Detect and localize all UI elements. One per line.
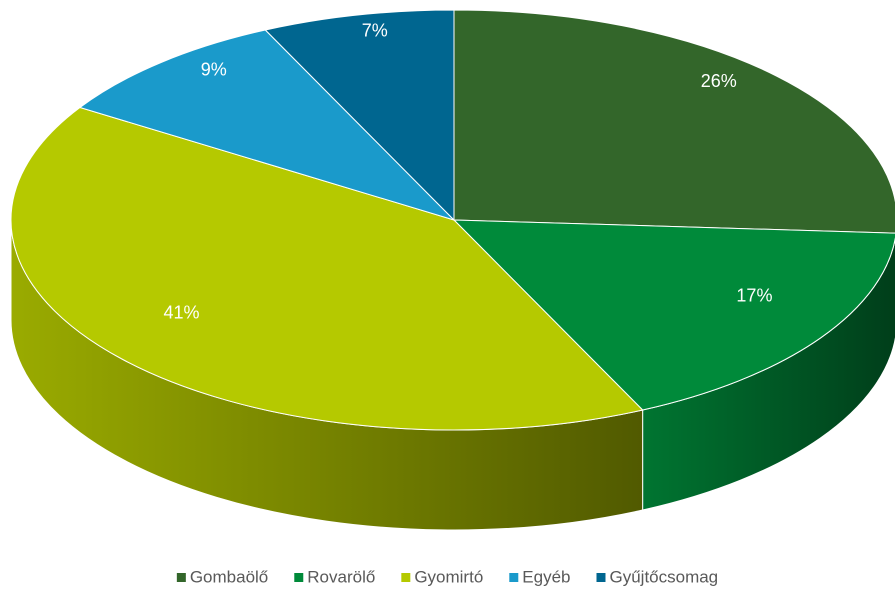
legend-swatch <box>294 573 304 582</box>
data-label: 17% <box>736 286 772 306</box>
legend-label: Egyéb <box>522 567 570 586</box>
legend-label: Rovarölő <box>307 567 375 586</box>
legend-swatch <box>401 573 411 582</box>
data-label: 26% <box>701 71 737 91</box>
legend-swatch <box>509 573 519 582</box>
slice <box>264 9 455 222</box>
legend-swatch <box>176 573 186 582</box>
legend-swatch <box>596 573 606 582</box>
legend-label: Gyomirtó <box>414 567 483 586</box>
slice <box>78 29 455 221</box>
slice <box>452 219 895 411</box>
slice <box>10 106 644 431</box>
legend-label: Gombaölő <box>190 567 268 586</box>
legend-label: Gyűjtőcsomag <box>609 567 718 586</box>
data-label: 41% <box>163 303 199 323</box>
slice <box>453 9 895 234</box>
data-label: 7% <box>362 21 388 41</box>
data-label: 9% <box>201 60 227 80</box>
